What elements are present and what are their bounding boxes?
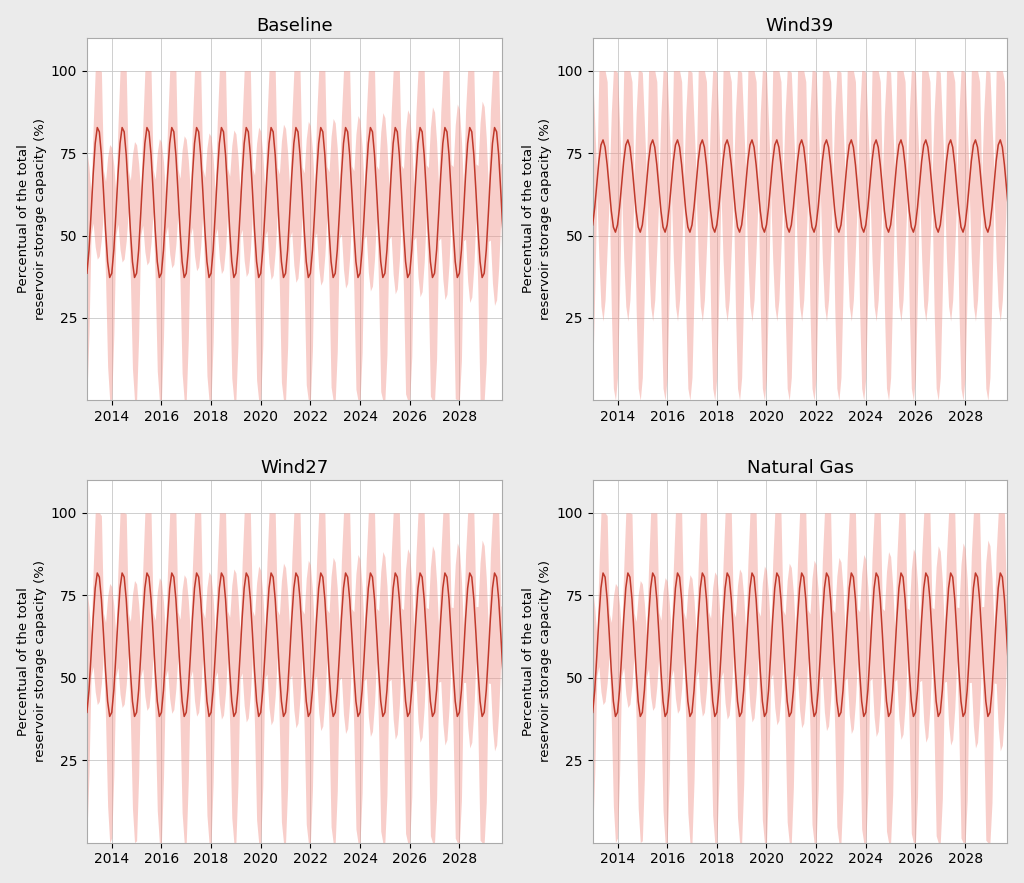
Title: Wind39: Wind39: [766, 17, 835, 34]
Y-axis label: Percentual of the total
reservoir storage capacity (%): Percentual of the total reservoir storag…: [522, 118, 552, 320]
Y-axis label: Percentual of the total
reservoir storage capacity (%): Percentual of the total reservoir storag…: [16, 560, 47, 762]
Title: Wind27: Wind27: [260, 459, 329, 477]
Title: Natural Gas: Natural Gas: [746, 459, 853, 477]
Y-axis label: Percentual of the total
reservoir storage capacity (%): Percentual of the total reservoir storag…: [16, 118, 47, 320]
Y-axis label: Percentual of the total
reservoir storage capacity (%): Percentual of the total reservoir storag…: [522, 560, 552, 762]
Title: Baseline: Baseline: [256, 17, 333, 34]
